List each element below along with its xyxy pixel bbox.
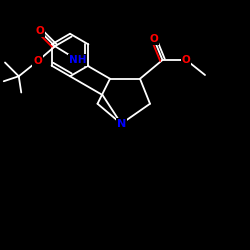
Text: NH: NH xyxy=(69,55,86,65)
Text: N: N xyxy=(116,119,126,129)
Text: O: O xyxy=(150,34,158,44)
Text: O: O xyxy=(182,55,191,65)
Text: O: O xyxy=(36,26,44,36)
Text: O: O xyxy=(33,56,42,66)
